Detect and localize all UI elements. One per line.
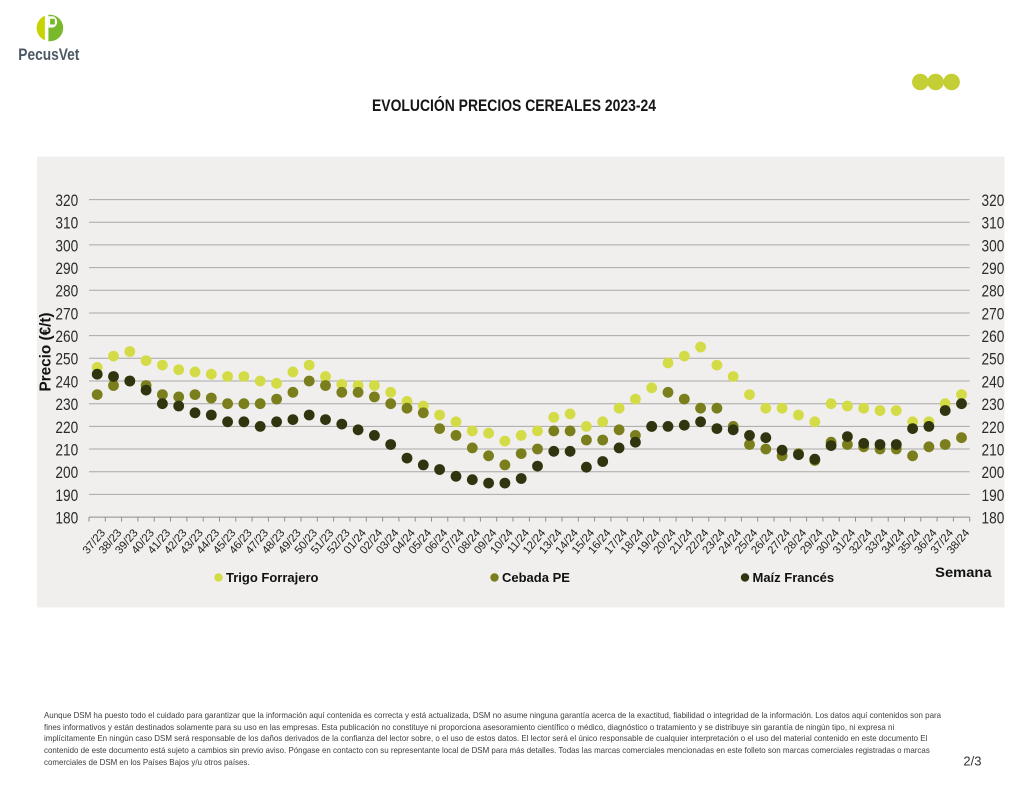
svg-text:280: 280 bbox=[55, 283, 78, 301]
svg-text:210: 210 bbox=[982, 441, 1005, 459]
svg-text:Maíz Francés: Maíz Francés bbox=[753, 570, 835, 585]
svg-text:300: 300 bbox=[982, 237, 1005, 255]
svg-text:180: 180 bbox=[55, 510, 78, 528]
svg-text:190: 190 bbox=[55, 487, 78, 505]
svg-text:Precio (€/t): Precio (€/t) bbox=[38, 312, 55, 391]
svg-text:260: 260 bbox=[55, 328, 78, 346]
svg-text:240: 240 bbox=[982, 373, 1005, 391]
svg-text:300: 300 bbox=[55, 237, 78, 255]
svg-text:320: 320 bbox=[55, 192, 78, 210]
svg-text:320: 320 bbox=[982, 192, 1005, 210]
svg-text:210: 210 bbox=[55, 441, 78, 459]
svg-text:310: 310 bbox=[55, 215, 78, 233]
svg-text:310: 310 bbox=[982, 215, 1005, 233]
svg-text:200: 200 bbox=[982, 464, 1005, 482]
svg-text:230: 230 bbox=[982, 396, 1005, 414]
svg-text:280: 280 bbox=[982, 283, 1005, 301]
svg-text:Cebada PE: Cebada PE bbox=[502, 570, 570, 585]
svg-text:2/3: 2/3 bbox=[963, 754, 981, 769]
svg-text:230: 230 bbox=[55, 396, 78, 414]
svg-text:270: 270 bbox=[55, 305, 78, 323]
svg-text:Trigo Forrajero: Trigo Forrajero bbox=[226, 570, 319, 585]
svg-text:270: 270 bbox=[982, 305, 1005, 323]
svg-text:290: 290 bbox=[55, 260, 78, 278]
svg-text:190: 190 bbox=[982, 487, 1005, 505]
svg-text:250: 250 bbox=[982, 351, 1005, 369]
svg-text:Semana: Semana bbox=[935, 564, 992, 580]
svg-text:EVOLUCIÓN PRECIOS CEREALES 202: EVOLUCIÓN PRECIOS CEREALES 2023-24 bbox=[372, 96, 657, 115]
svg-text:260: 260 bbox=[982, 328, 1005, 346]
svg-text:180: 180 bbox=[982, 510, 1005, 528]
svg-text:240: 240 bbox=[55, 373, 78, 391]
svg-text:220: 220 bbox=[55, 419, 78, 437]
svg-text:220: 220 bbox=[982, 419, 1005, 437]
svg-text:290: 290 bbox=[982, 260, 1005, 278]
svg-text:PecusVet: PecusVet bbox=[18, 46, 80, 64]
svg-text:200: 200 bbox=[55, 464, 78, 482]
svg-text:250: 250 bbox=[55, 351, 78, 369]
